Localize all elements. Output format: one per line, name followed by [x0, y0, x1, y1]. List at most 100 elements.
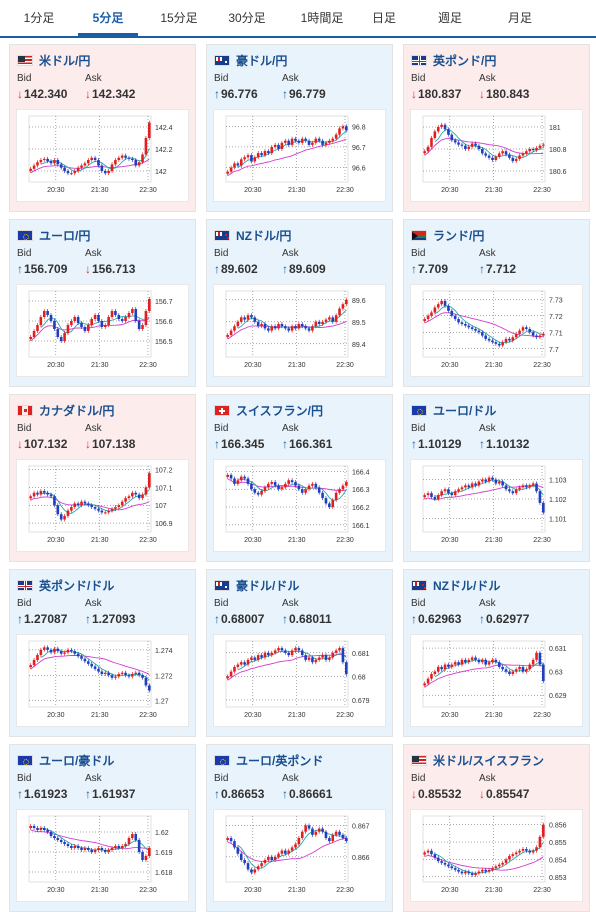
- rate-card[interactable]: 英ポンド/円 Bid Ask ↓180.837 ↓180.843 181 180.8 180.…: [403, 44, 590, 212]
- mini-chart[interactable]: 0.631 0.63 0.629 20:30 21:30 22:30: [410, 634, 583, 727]
- candle-body: [334, 831, 338, 835]
- rate-card[interactable]: 豪ドル/円 Bid Ask ↑96.776 ↑96.779 96.8 96.7 96.6 20:…: [206, 44, 393, 212]
- mini-chart[interactable]: 0.867 0.866 20:30 21:30 22:30: [213, 809, 386, 902]
- candle-body: [300, 831, 304, 838]
- rate-card[interactable]: ユーロ/英ポンド Bid Ask ↑0.86653 ↑0.86661 0.867 0.866…: [206, 744, 393, 912]
- candle-body: [423, 852, 426, 855]
- candle-body: [477, 330, 481, 333]
- rate-card[interactable]: 豪ドル/ドル Bid Ask ↑0.68007 ↑0.68011 0.681 0.68 0.6…: [206, 569, 393, 737]
- candle-body: [314, 483, 318, 488]
- rate-card[interactable]: NZドル/円 Bid Ask ↑89.602 ↑89.609 89.6 89.5 89.4 20…: [206, 219, 393, 387]
- candle-body: [311, 828, 314, 835]
- candle-body: [56, 160, 60, 165]
- candle-body: [317, 487, 321, 493]
- mini-chart[interactable]: 181 180.8 180.6 20:30 21:30 22:30: [410, 109, 583, 202]
- candle-body: [63, 515, 66, 520]
- candle-body: [87, 661, 90, 664]
- nz-flag-icon: [411, 580, 427, 591]
- mini-chart[interactable]: 96.8 96.7 96.6 20:30 21:30 22:30: [213, 109, 386, 202]
- currency-pair-name[interactable]: ユーロ/豪ドル: [17, 752, 114, 768]
- mini-chart[interactable]: 0.856 0.855 0.854 0.853 20:30 21:30 22:30: [410, 809, 583, 902]
- currency-pair-name[interactable]: 豪ドル/円: [214, 52, 287, 68]
- currency-pair-name[interactable]: NZドル/円: [214, 227, 291, 243]
- mini-chart[interactable]: 107.2 107.1 107 106.9 20:30 21:30 22:30: [16, 459, 189, 552]
- candle-body: [504, 669, 508, 672]
- candle-body: [436, 127, 440, 132]
- candle-body: [66, 510, 70, 516]
- candle-body: [511, 671, 515, 674]
- currency-pair-name[interactable]: 豪ドル/ドル: [214, 577, 299, 593]
- rate-card[interactable]: ユーロ/ドル Bid Ask ↑1.10129 ↑1.10132 1.103 1.102 1.…: [403, 394, 590, 562]
- tab-8[interactable]: 月足: [507, 11, 532, 25]
- candle-body: [246, 478, 250, 484]
- candle-body: [426, 315, 430, 320]
- currency-pair-name[interactable]: ユーロ/円: [17, 227, 90, 243]
- candle-body: [443, 489, 447, 492]
- candle-body: [131, 309, 134, 313]
- rate-card[interactable]: スイスフラン/円 Bid Ask ↑166.345 ↑166.361 166.4 166.3…: [206, 394, 393, 562]
- candle-body: [120, 846, 124, 848]
- candle-body: [511, 337, 515, 341]
- tab-5[interactable]: 1時間足: [300, 11, 344, 25]
- rate-card[interactable]: ユーロ/豪ドル Bid Ask ↑1.61923 ↑1.61937 1.62 1.619 1.…: [9, 744, 196, 912]
- candle-body: [280, 324, 284, 327]
- mini-chart[interactable]: 1.62 1.619 1.618 20:30 21:30 22:30: [16, 809, 189, 902]
- tab-2[interactable]: 5分足: [78, 0, 138, 36]
- mini-chart[interactable]: 89.6 89.5 89.4 20:30 21:30 22:30: [213, 284, 386, 377]
- nz-flag-icon: [214, 230, 230, 241]
- rate-card[interactable]: ユーロ/円 Bid Ask ↑156.709 ↓156.713 156.7 156.6 156…: [9, 219, 196, 387]
- candle-body: [53, 321, 56, 329]
- x-tick-label: 22:30: [139, 712, 157, 719]
- candle-body: [87, 848, 90, 850]
- tab-6[interactable]: 日足: [371, 11, 396, 25]
- candle-body: [525, 327, 528, 329]
- x-tick-label: 22:30: [533, 187, 551, 194]
- mini-chart[interactable]: 0.681 0.68 0.679 20:30 21:30 22:30: [213, 634, 386, 727]
- currency-pair-name[interactable]: カナダドル/円: [17, 402, 114, 418]
- candle-body: [443, 124, 447, 130]
- rate-card[interactable]: NZドル/ドル Bid Ask ↑0.62963 ↑0.62977 0.631 0.63 0.…: [403, 569, 590, 737]
- mini-chart[interactable]: 7.73 7.72 7.71 7.7 20:30 21:30 22:30: [410, 284, 583, 377]
- rate-card[interactable]: 英ポンド/ドル Bid Ask ↑1.27087 ↑1.27093 1.274 1.272 1…: [9, 569, 196, 737]
- candle-body: [511, 157, 515, 162]
- pair-label: 豪ドル/円: [236, 54, 288, 68]
- rate-card[interactable]: カナダドル/円 Bid Ask ↓107.132 ↓107.138 107.2 107.1 1…: [9, 394, 196, 562]
- x-tick-label: 20:30: [244, 537, 262, 544]
- candle-body: [100, 510, 104, 513]
- down-arrow-icon: ↓: [479, 787, 485, 801]
- pair-label: スイスフラン/円: [236, 404, 323, 418]
- tab-4[interactable]: 30分足: [228, 11, 266, 25]
- y-tick-label: 166.4: [352, 469, 370, 476]
- tab-7[interactable]: 週足: [437, 11, 462, 25]
- candle-body: [124, 155, 127, 158]
- currency-pair-name[interactable]: NZドル/ドル: [411, 577, 500, 593]
- mini-chart[interactable]: 166.4 166.3 166.2 166.1 20:30 21:30 22:30: [213, 459, 386, 552]
- candle-body: [538, 836, 542, 848]
- currency-pair-name[interactable]: ユーロ/英ポンド: [214, 752, 323, 768]
- mini-chart[interactable]: 156.7 156.6 156.5 20:30 21:30 22:30: [16, 284, 189, 377]
- ask-number: 0.68011: [289, 612, 332, 626]
- candlestick-chart: 1.103 1.102 1.101 20:30 21:30 22:30: [422, 465, 567, 544]
- candle-body: [243, 317, 246, 320]
- x-tick-label: 21:30: [485, 537, 503, 544]
- tab-1[interactable]: 1分足: [23, 11, 55, 25]
- mini-chart[interactable]: 1.103 1.102 1.101 20:30 21:30 22:30: [410, 459, 583, 552]
- rate-card[interactable]: ランド/円 Bid Ask ↑7.709 ↑7.712 7.73 7.72 7.71 7.7 20…: [403, 219, 590, 387]
- currency-pair-name[interactable]: 英ポンド/円: [411, 52, 496, 68]
- mini-chart[interactable]: 1.274 1.272 1.27 20:30 21:30 22:30: [16, 634, 189, 727]
- candle-body: [117, 315, 121, 319]
- currency-pair-name[interactable]: ユーロ/ドル: [411, 402, 496, 418]
- currency-pair-name[interactable]: 米ドル/スイスフラン: [411, 752, 544, 768]
- tab-3[interactable]: 15分足: [160, 11, 198, 25]
- rate-card[interactable]: 米ドル/円 Bid Ask ↓142.340 ↓142.342 142.4 142.2 142…: [9, 44, 196, 212]
- currency-pair-name[interactable]: スイスフラン/円: [214, 402, 323, 418]
- long-moving-average-line: [424, 312, 544, 338]
- currency-pair-name[interactable]: 米ドル/円: [17, 52, 90, 68]
- mini-chart[interactable]: 142.4 142.2 142 20:30 21:30 22:30: [16, 109, 189, 202]
- candle-body: [73, 317, 77, 321]
- candle-body: [531, 850, 535, 853]
- currency-pair-name[interactable]: 英ポンド/ドル: [17, 577, 114, 593]
- currency-pair-name[interactable]: ランド/円: [411, 227, 484, 243]
- candle-body: [542, 664, 545, 682]
- rate-card[interactable]: 米ドル/スイスフラン Bid Ask ↓0.85532 ↓0.85547 0.856 0.8…: [403, 744, 590, 912]
